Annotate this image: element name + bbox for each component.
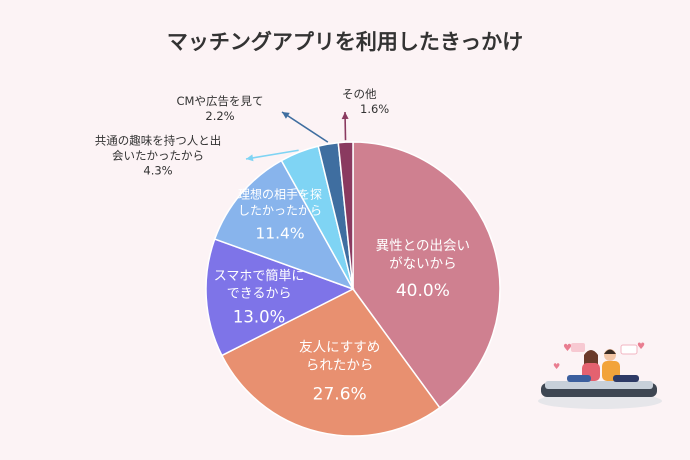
leader-line-5	[281, 111, 329, 143]
slice-label-4-line-1: 会いたかったから	[112, 149, 204, 163]
slice-label-1-line-1: られたから	[306, 358, 374, 374]
pie-slice-6	[337, 141, 354, 290]
leader-arrow-4	[246, 154, 254, 162]
slice-value-0: 40.0%	[396, 281, 450, 301]
slice-value-3: 11.4%	[255, 224, 304, 242]
pie-slice-2	[205, 238, 355, 357]
leader-arrow-5	[282, 112, 290, 119]
slice-label-5-line-0: CMや広告を見て	[177, 94, 264, 108]
slice-value-1: 27.6%	[313, 384, 367, 404]
leader-line-4	[245, 149, 299, 160]
slice-label-1-line-0: 友人にすすめ	[299, 340, 380, 356]
slice-label-0-line-1: がないから	[389, 256, 457, 272]
slice-value-2: 13.0%	[233, 308, 285, 327]
slice-label-2-line-1: できるから	[227, 287, 292, 302]
couple-phone-illustration: ♥ ♥ ♥	[538, 342, 662, 409]
slice-label-3-line-0: 理想の相手を探	[238, 186, 322, 201]
slice-label-6-line-0: その他	[342, 87, 377, 101]
slice-value-4: 4.3%	[143, 164, 172, 178]
slice-label-0-line-0: 異性との出会い	[376, 238, 470, 254]
svg-text:♥: ♥	[553, 362, 560, 371]
pie-slice-0	[352, 141, 501, 409]
slice-label-2-line-0: スマホで簡単に	[214, 268, 305, 284]
leader-arrow-6	[341, 112, 349, 120]
slice-value-5: 2.2%	[205, 109, 234, 123]
slice-label-4-line-0: 共通の趣味を持つ人と出	[95, 134, 222, 148]
chart-title: マッチングアプリを利用したきっかけ	[166, 30, 524, 54]
svg-text:♥: ♥	[637, 342, 645, 352]
pie-slice-3	[213, 159, 355, 291]
slice-label-3-line-1: したかったから	[238, 204, 322, 218]
slice-value-6: 1.6%	[360, 102, 389, 116]
svg-text:♥: ♥	[563, 343, 572, 354]
pie-slice-1	[220, 288, 441, 437]
